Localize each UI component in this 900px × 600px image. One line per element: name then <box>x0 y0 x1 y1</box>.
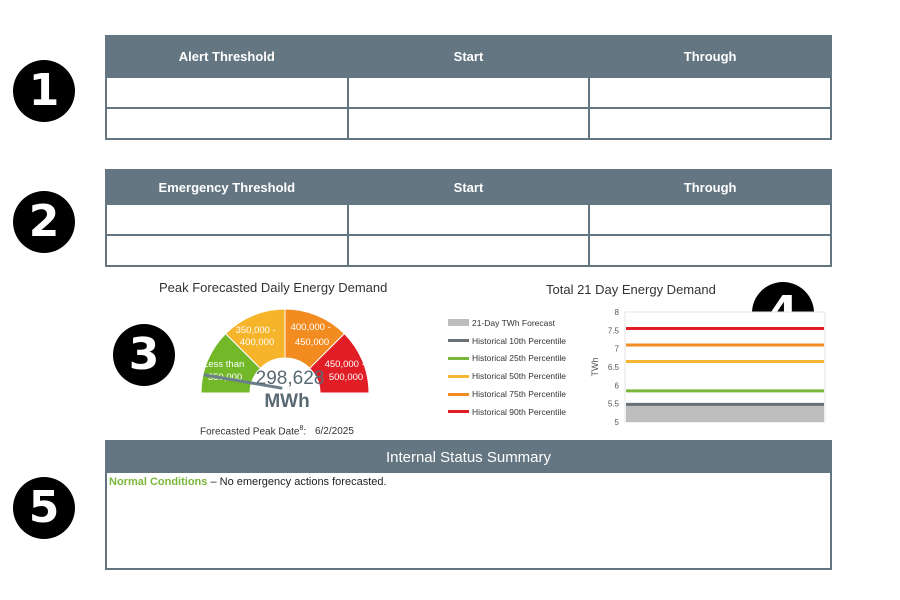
y-tick-label: 8 <box>615 308 620 317</box>
emergency-threshold-table: Emergency Threshold Start Through <box>105 169 832 267</box>
alert-start-header: Start <box>346 35 591 78</box>
emergency-threshold-cell <box>105 234 349 267</box>
legend-swatch-p75 <box>448 392 469 396</box>
status-label: Normal Conditions <box>109 476 208 488</box>
summary-body: Normal Conditions – No emergency actions… <box>107 473 830 491</box>
y-tick-label: 5 <box>615 418 620 427</box>
legend-label: Historical 10th Percentile <box>472 335 567 346</box>
y-tick-label: 6.5 <box>608 363 620 372</box>
series-area-forecast <box>626 403 824 422</box>
legend-swatch-p25 <box>448 356 469 360</box>
internal-status-summary: Internal Status Summary Normal Condition… <box>105 440 832 570</box>
peak-date-colon: : <box>303 426 307 438</box>
chart-legend: 21-Day TWh Forecast Historical 10th Perc… <box>448 314 566 421</box>
legend-item: 21-Day TWh Forecast <box>448 314 566 332</box>
alert-start-cell <box>346 76 591 109</box>
y-tick-label: 7 <box>615 345 620 354</box>
gauge-label-yellow: 350,000 - 400,000 <box>236 325 279 348</box>
chart-title: Total 21 Day Energy Demand <box>546 282 716 297</box>
peak-date-footnote: 8 <box>299 425 304 432</box>
peak-date-label: Forecasted Peak Date <box>200 426 300 438</box>
emergency-threshold-header: Emergency Threshold <box>105 169 349 205</box>
alert-through-cell <box>588 107 832 140</box>
energy-demand-chart: 8 7.5 7 6.5 6 5.5 5 TWh <box>590 308 826 427</box>
section-3-badge: 3 <box>113 324 175 386</box>
y-tick-label: 6 <box>615 381 620 390</box>
y-axis-label: TWh <box>590 358 600 377</box>
y-tick-label: 7.5 <box>608 326 620 335</box>
gauge-title: Peak Forecasted Daily Energy Demand <box>159 280 388 295</box>
legend-label: Historical 75th Percentile <box>472 389 567 400</box>
emergency-through-cell <box>588 203 832 236</box>
legend-swatch-p50 <box>448 374 469 378</box>
emergency-through-header: Through <box>588 169 832 205</box>
alert-threshold-cell <box>105 107 349 140</box>
gauge-label-red: 450,000 - 500,000 <box>325 359 368 383</box>
alert-threshold-header: Alert Threshold <box>105 35 349 78</box>
section-1-badge: 1 <box>13 60 75 122</box>
section-2-badge: 2 <box>13 191 75 253</box>
emergency-through-cell <box>588 234 832 267</box>
legend-swatch-p90 <box>448 410 469 414</box>
status-text: – No emergency actions forecasted. <box>207 476 387 488</box>
legend-label: Historical 25th Percentile <box>472 353 567 364</box>
legend-label: 21-Day TWh Forecast <box>472 317 555 328</box>
emergency-threshold-cell <box>105 203 349 236</box>
legend-item: Historical 10th Percentile <box>448 332 566 350</box>
gauge-unit: MWh <box>264 391 309 412</box>
gauge-value: 298,628 <box>256 368 325 389</box>
gauge-needle <box>203 373 283 390</box>
y-tick-label: 5.5 <box>608 400 620 409</box>
alert-threshold-cell <box>105 76 349 109</box>
alert-through-header: Through <box>588 35 832 78</box>
gauge-label-orange: 400,000 - 450,000 <box>291 322 334 348</box>
legend-item: Historical 25th Percentile <box>448 350 566 368</box>
gauge-segment-red <box>308 332 370 394</box>
legend-label: Historical 50th Percentile <box>472 371 567 382</box>
emergency-start-cell <box>346 234 591 267</box>
legend-item: Historical 50th Percentile <box>448 367 566 385</box>
emergency-start-header: Start <box>346 169 591 205</box>
legend-item: Historical 90th Percentile <box>448 403 566 421</box>
alert-threshold-table: Alert Threshold Start Through <box>105 35 832 140</box>
legend-item: Historical 75th Percentile <box>448 385 566 403</box>
summary-title: Internal Status Summary <box>107 442 830 473</box>
section-5-badge: 5 <box>13 477 75 539</box>
legend-swatch-p10 <box>448 339 469 343</box>
legend-label: Historical 90th Percentile <box>472 406 567 417</box>
peak-date-line: Forecasted Peak Date8: 6/2/2025 <box>200 425 354 437</box>
emergency-start-cell <box>346 203 591 236</box>
demand-gauge: Less than 350,000 350,000 - 400,000 400,… <box>200 308 370 412</box>
legend-swatch-forecast <box>448 319 469 327</box>
alert-start-cell <box>346 107 591 140</box>
peak-date-value: 6/2/2025 <box>314 426 354 438</box>
alert-through-cell <box>588 76 832 109</box>
